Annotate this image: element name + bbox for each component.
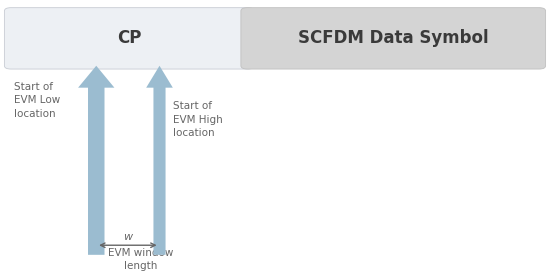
Text: SCFDM Data Symbol: SCFDM Data Symbol [298, 29, 488, 47]
FancyArrow shape [146, 66, 173, 255]
Text: CP: CP [117, 29, 141, 47]
Text: Start of
EVM High
location: Start of EVM High location [173, 101, 223, 138]
FancyArrow shape [78, 66, 114, 255]
Text: EVM window
length: EVM window length [108, 248, 173, 271]
Text: w: w [123, 233, 132, 242]
FancyBboxPatch shape [4, 8, 254, 69]
FancyBboxPatch shape [241, 8, 546, 69]
Text: Start of
EVM Low
location: Start of EVM Low location [14, 82, 60, 119]
